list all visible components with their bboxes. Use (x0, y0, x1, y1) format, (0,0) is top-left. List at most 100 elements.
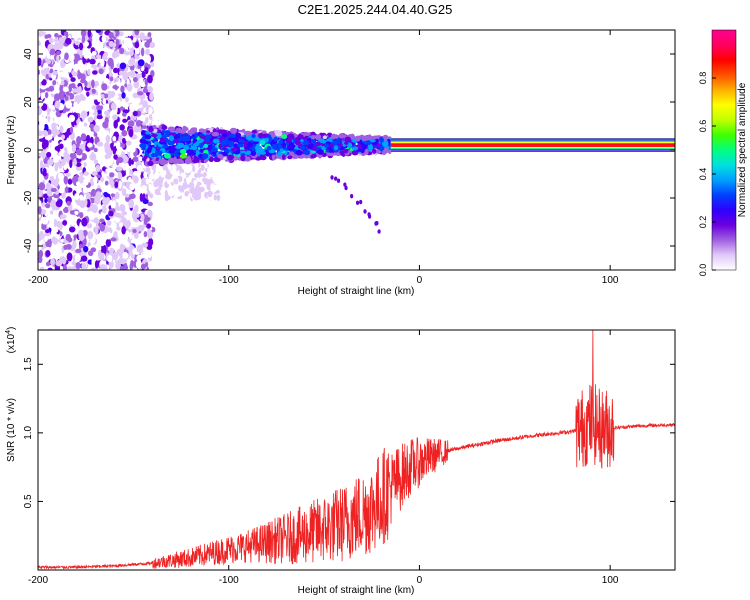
spectrogram-cell (214, 158, 221, 162)
spectrogram-cell (52, 70, 58, 76)
spectrogram-cell (184, 191, 189, 197)
spectrogram-cell (174, 153, 179, 157)
spectrogram-cell (139, 213, 145, 222)
spectrogram-cell (112, 251, 119, 261)
spectrogram-cell (114, 94, 120, 99)
spectrogram-cell (140, 114, 146, 122)
spectrogram-cell (46, 59, 51, 65)
spectrogram-cell (117, 171, 123, 181)
spectrogram-cell (38, 188, 43, 198)
spectrogram-cell (80, 102, 85, 111)
colorbar-tick-label: 0.0 (698, 264, 708, 277)
spectrogram-cell (90, 267, 97, 270)
spectrogram-cell (81, 262, 87, 270)
spectrogram-cell (135, 259, 142, 269)
spectrogram-cell (80, 133, 87, 141)
spectrogram-cell (41, 202, 46, 208)
spectrogram-cell (199, 143, 204, 149)
spectrogram-cell (175, 145, 182, 149)
spectrogram-cell (79, 212, 84, 219)
spectrogram-cell (139, 77, 143, 84)
spectrogram-cell (340, 134, 346, 139)
spectrogram-cell (38, 73, 44, 83)
spectrogram-x-ticks: -200 -100 0 100 (28, 30, 619, 286)
spectrogram-line-band (390, 140, 675, 143)
spectrogram-cell (59, 71, 64, 78)
spectrogram-cell (149, 172, 155, 181)
spectrogram-cell (126, 83, 133, 92)
spectrogram-cell (63, 244, 68, 250)
spectrogram-cell (359, 199, 363, 205)
spectrogram-cell (105, 231, 112, 240)
spectrogram-cell (54, 32, 59, 38)
x-tick-label: 100 (602, 275, 619, 286)
spectrogram-cell (68, 226, 76, 233)
x-tick-label: -200 (28, 575, 48, 586)
spectrogram-cell (56, 252, 63, 257)
spectrogram-cell (97, 110, 102, 115)
spectrogram-cell (144, 78, 149, 87)
spectrogram-cell (94, 196, 101, 205)
spectrogram-cell (199, 134, 207, 140)
spectrogram-cell (141, 139, 147, 144)
spectrogram-cell (50, 258, 56, 266)
spectrogram-cell (84, 198, 88, 207)
spectrogram-cell (103, 130, 110, 135)
spectrogram-cell (354, 135, 361, 142)
spectrogram-cell (96, 43, 103, 51)
spectrogram-cell (51, 122, 57, 132)
spectrogram-cell (144, 134, 152, 140)
spectrogram-cell (75, 248, 82, 254)
spectrogram-cell (105, 168, 112, 173)
spectrogram-cell (134, 204, 139, 213)
spectrogram-cell (81, 217, 88, 227)
spectrogram-cell (148, 127, 154, 133)
spectrogram-cell (101, 83, 108, 91)
spectrogram-cell (105, 238, 112, 247)
spectrogram-cell (145, 167, 150, 172)
spectrogram-cell (75, 157, 82, 163)
y-tick-label: 1.5 (23, 357, 34, 371)
spectrogram-cell (121, 129, 128, 137)
spectrogram-cell (141, 125, 147, 129)
spectrogram-cell (71, 214, 78, 221)
spectrogram-cell (80, 112, 87, 117)
spectrogram-cell (40, 85, 47, 90)
spectrogram-cell (129, 183, 135, 191)
spectrogram-cell (143, 155, 148, 160)
spectrogram-cell (108, 247, 115, 253)
spectrogram-cell (84, 80, 88, 87)
spectrogram-cell (251, 129, 258, 134)
spectrogram-cell (175, 127, 183, 133)
spectrogram-cell (212, 128, 217, 133)
spectrogram-cell (207, 190, 213, 198)
spectrogram-cell (75, 165, 83, 171)
spectrogram-cell (87, 68, 91, 76)
spectrogram-cell (63, 152, 67, 160)
spectrogram-cell (159, 138, 166, 143)
spectrogram-cell (115, 76, 119, 83)
spectrogram-cell (112, 200, 116, 207)
spectrogram-cell (330, 175, 334, 180)
spectrogram-cell (113, 154, 119, 160)
spectrogram-cell (38, 262, 41, 270)
spectrogram-cell (136, 91, 144, 96)
spectrogram-cell (213, 184, 218, 191)
spectrogram-cell (168, 135, 175, 142)
spectrogram-cell (222, 132, 228, 137)
spectrogram-cell (184, 168, 191, 174)
spectrogram-cell (49, 110, 55, 119)
spectrogram-cell (38, 213, 42, 218)
spectrogram-cell (206, 183, 212, 191)
spectrogram-cell (197, 169, 201, 176)
spectrogram-cell (204, 163, 208, 169)
spectrogram-cell (343, 182, 347, 187)
spectrogram-cell (104, 117, 109, 125)
spectrogram-line-band (390, 146, 675, 149)
spectrogram-cell (45, 229, 50, 234)
spectrogram-cell (94, 94, 98, 100)
colorbar-ticks: 0.0 0.2 0.4 0.6 0.8 (698, 72, 716, 277)
spectrogram-line-band (390, 149, 675, 151)
spectrogram-cell (207, 167, 212, 175)
spectrogram-cell (44, 91, 49, 99)
